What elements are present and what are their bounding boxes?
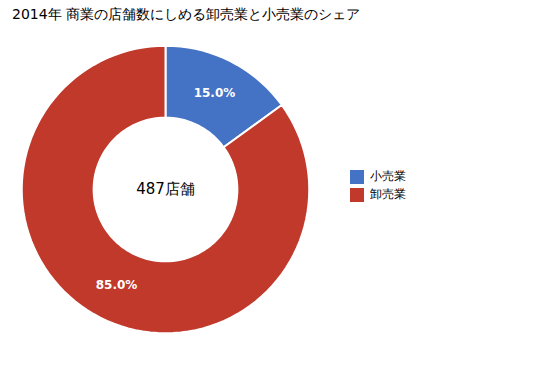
svg-text:15.0%: 15.0% (194, 86, 236, 100)
html-text:小売業: 小売業 (370, 169, 406, 183)
svg-text:85.0%: 85.0% (96, 278, 138, 292)
svg-text:487店舗: 487店舗 (136, 180, 195, 198)
html-text:2014年 商業の店舗数にしめる卸売業と小売業のシェア: 2014年 商業の店舗数にしめる卸売業と小売業のシェア (12, 6, 361, 22)
html-text:卸売業: 卸売業 (370, 187, 406, 201)
